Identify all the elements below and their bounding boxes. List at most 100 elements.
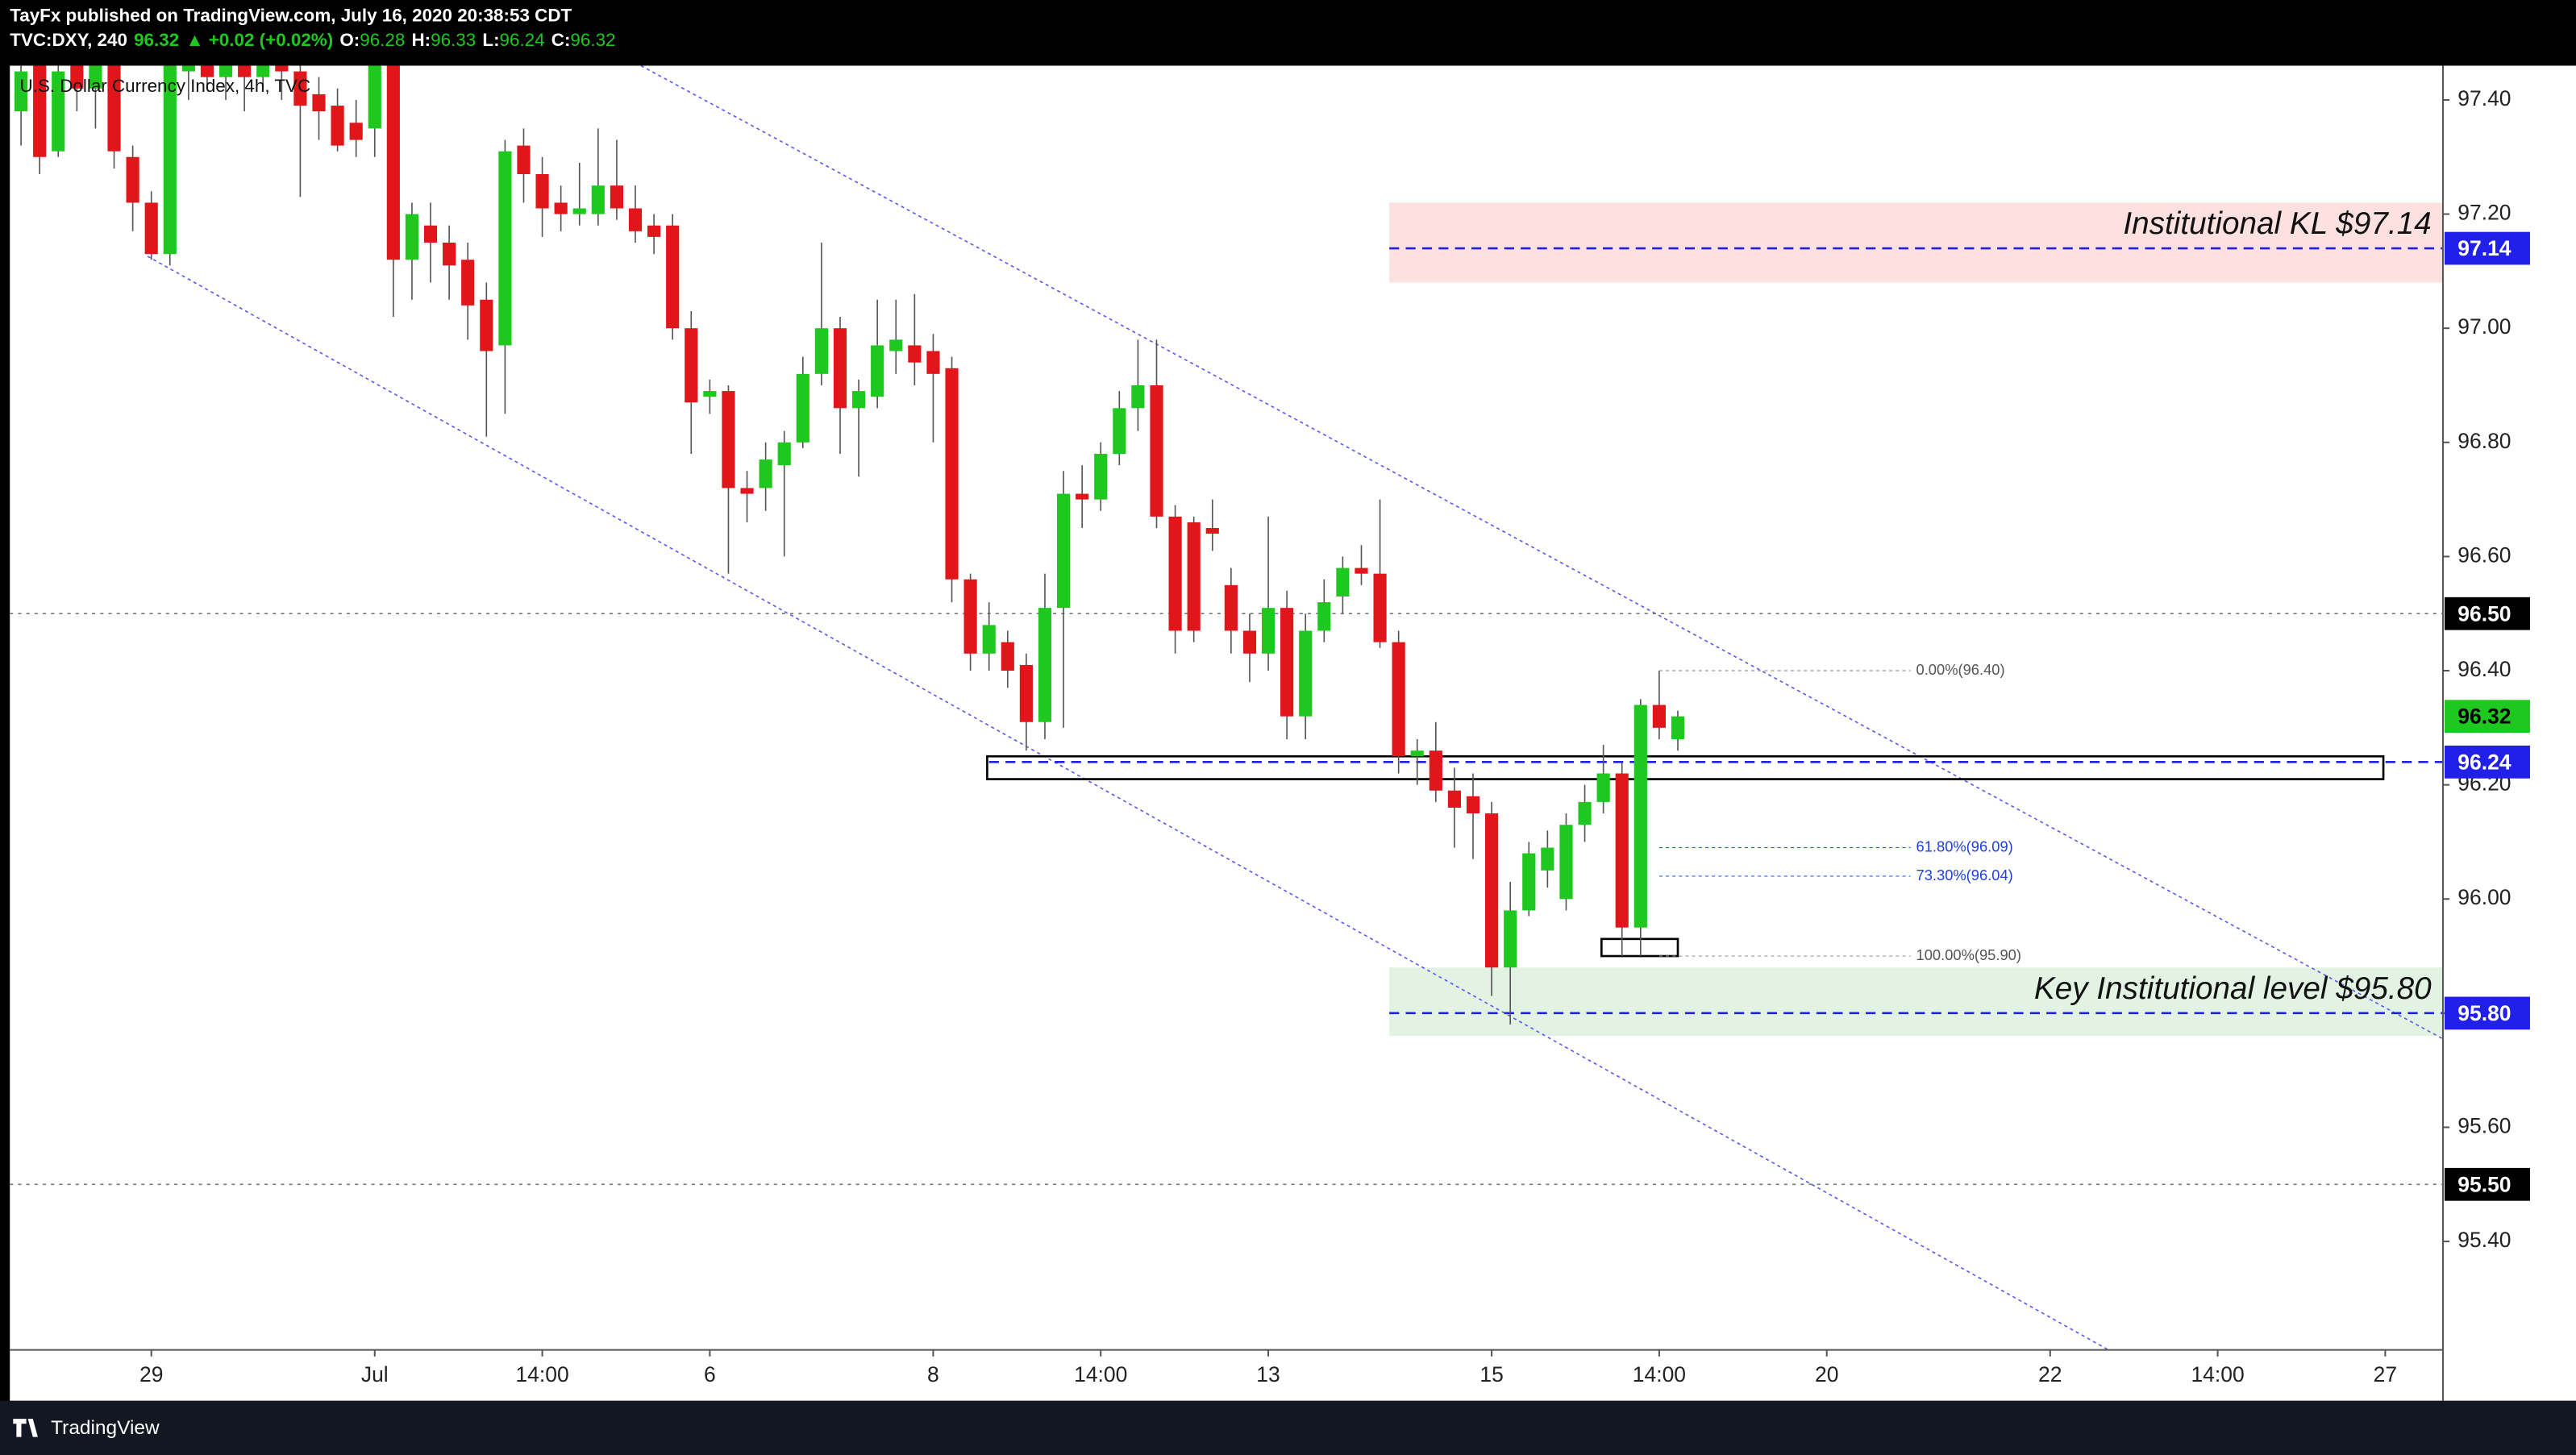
x-tick-label: 14:00 xyxy=(1074,1362,1127,1386)
change: ▲ +0.02 (+0.02%) xyxy=(185,30,333,50)
candle-body xyxy=(871,345,884,397)
candle-body xyxy=(293,71,307,106)
candle-body xyxy=(852,391,866,409)
ohlc-key: L: xyxy=(482,30,499,50)
candle-body xyxy=(703,391,717,397)
candle-body xyxy=(1392,642,1405,757)
y-tick-label: 96.80 xyxy=(2457,429,2511,453)
x-tick-label: 27 xyxy=(2374,1362,2397,1386)
candle-body xyxy=(1336,567,1350,597)
ohlc-key: O: xyxy=(339,30,360,50)
fib-label: 0.00%(96.40) xyxy=(1916,661,2005,678)
candle-body xyxy=(107,65,121,152)
ohlc-value: 96.32 xyxy=(570,30,615,50)
candle-body xyxy=(1410,750,1424,757)
ohlc-key: H: xyxy=(411,30,431,50)
y-tick-label: 97.00 xyxy=(2457,314,2511,339)
x-tick-label: 13 xyxy=(1256,1362,1280,1386)
fib-label: 73.30%(96.04) xyxy=(1916,867,2013,883)
zone xyxy=(1389,202,2443,283)
candle-body xyxy=(647,225,661,237)
candle-body xyxy=(591,185,605,214)
publisher: TayFx published on TradingView.com, July… xyxy=(10,5,572,25)
symbol: TVC:DXY, 240 xyxy=(10,30,127,50)
candle-body xyxy=(33,65,47,157)
candle-body xyxy=(331,106,344,146)
x-tick-label: Jul xyxy=(361,1362,389,1386)
candle-body xyxy=(1242,630,1257,654)
candle-body xyxy=(1001,642,1014,671)
x-tick-label: 29 xyxy=(139,1362,163,1386)
price-label-bg xyxy=(2444,1167,2530,1201)
x-tick-label: 6 xyxy=(704,1362,716,1386)
candle-body xyxy=(572,208,586,214)
x-tick-label: 14:00 xyxy=(1633,1362,1686,1386)
candle-body xyxy=(461,260,475,306)
candle-body xyxy=(796,373,809,443)
candle-body xyxy=(963,579,977,654)
candle-body xyxy=(1056,493,1071,609)
candle-body xyxy=(1615,773,1629,928)
candle-body xyxy=(1261,608,1276,654)
price-label-bg xyxy=(2444,700,2530,734)
price-label: 95.50 xyxy=(2457,1172,2511,1196)
ohlc-value: 96.24 xyxy=(500,30,545,50)
candle-body xyxy=(926,351,940,374)
candle-body xyxy=(610,185,624,209)
y-tick-label: 97.20 xyxy=(2457,201,2511,225)
candle-body xyxy=(1429,750,1442,791)
overlay: 97.4097.2097.0096.8096.6096.4096.2096.00… xyxy=(139,86,2530,1386)
y-tick-label: 95.60 xyxy=(2457,1113,2511,1137)
candle-body xyxy=(126,156,139,203)
candle-body xyxy=(275,65,289,72)
candle-body xyxy=(722,391,735,488)
candle-body xyxy=(1019,664,1033,722)
candle-body xyxy=(1447,790,1462,808)
candle-body xyxy=(1094,453,1108,500)
candle-body xyxy=(1038,608,1052,722)
candle-body xyxy=(1187,522,1201,631)
candle-body xyxy=(405,214,419,260)
candle-body xyxy=(814,328,828,374)
chart-title: U.S. Dollar Currency Index, 4h, TVC xyxy=(19,76,310,96)
price-label: 97.14 xyxy=(2457,236,2511,260)
candle-body xyxy=(833,328,847,409)
footer xyxy=(0,1400,2576,1455)
y-tick-label: 96.40 xyxy=(2457,657,2511,681)
candle-body xyxy=(982,625,996,654)
price-label-bg xyxy=(2444,597,2530,630)
candle-body xyxy=(1596,773,1610,802)
zone-label: Institutional KL $97.14 xyxy=(2123,206,2431,241)
x-tick-label: 14:00 xyxy=(515,1362,568,1386)
channel-line xyxy=(147,256,2110,1350)
candle-body xyxy=(554,202,568,214)
brand: TradingView xyxy=(51,1417,160,1439)
price-label: 95.80 xyxy=(2457,1001,2511,1025)
candle-body xyxy=(908,345,922,363)
candle-body xyxy=(218,65,233,77)
candle-body xyxy=(628,208,643,231)
x-tick-label: 22 xyxy=(2038,1362,2062,1386)
chart-area xyxy=(10,65,2576,1401)
candle-body xyxy=(200,65,214,77)
candle-body xyxy=(1541,847,1554,871)
candle-body xyxy=(368,65,381,129)
candle-body xyxy=(685,328,698,403)
candle-body xyxy=(535,174,549,209)
candle-body xyxy=(498,151,512,346)
candle-body xyxy=(1131,385,1145,409)
candle-body xyxy=(1373,573,1387,642)
candle-body xyxy=(1317,602,1331,631)
candle-body xyxy=(1299,630,1313,717)
candle-body xyxy=(1485,813,1499,968)
x-tick-label: 15 xyxy=(1479,1362,1503,1386)
zone-label: Key Institutional level $95.80 xyxy=(2034,971,2432,1006)
fib-label: 61.80%(96.09) xyxy=(1916,838,2013,854)
candle-body xyxy=(52,71,65,152)
candle-body xyxy=(312,94,326,112)
box xyxy=(1600,937,1679,958)
y-tick-label: 95.40 xyxy=(2457,1228,2511,1252)
candle-body xyxy=(1355,567,1368,574)
candle-body xyxy=(945,368,959,580)
